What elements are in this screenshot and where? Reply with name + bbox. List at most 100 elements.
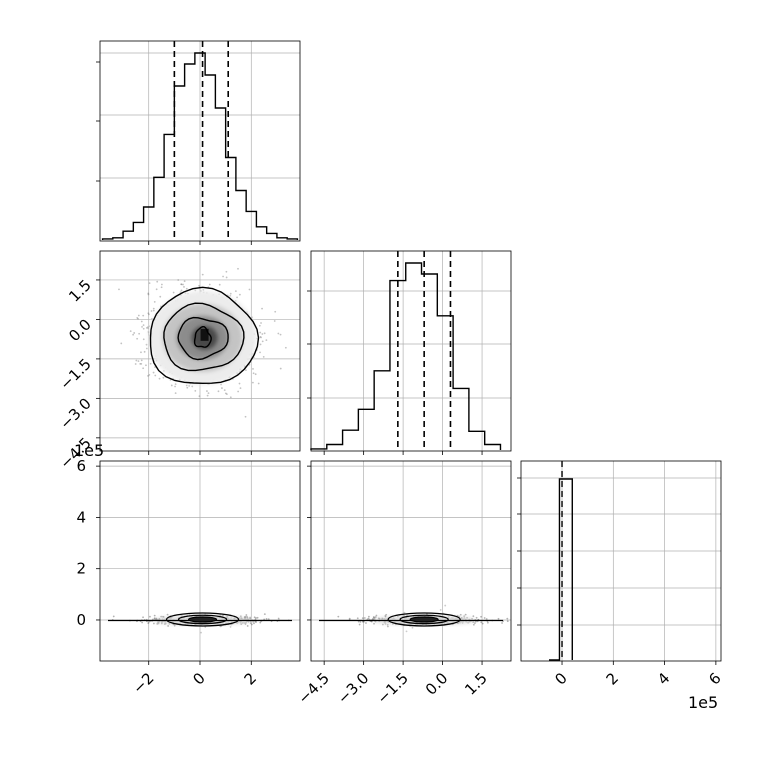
scatter-point [279,367,282,370]
scatter-point [225,270,228,273]
scatter-point [273,320,276,322]
scatter-point [217,390,220,393]
scatter-point [154,374,157,377]
scatter-point [153,300,156,303]
xtick-label: 1.5 [461,669,491,699]
xtick-label: 6 [705,669,724,688]
hist-b [310,262,502,450]
scatter-point [238,382,241,385]
scatter-point [363,617,366,619]
scatter-point [162,376,165,379]
contour-line [177,614,228,625]
scatter-point [219,614,222,616]
scatter-point [218,283,221,286]
scatter-point [145,343,148,346]
scatter-point [145,347,148,350]
scatter-point [137,314,140,317]
xtick-label: −3.0 [334,669,372,707]
scatter-point [464,613,467,616]
scatter-point [356,617,359,620]
contour-line [187,616,218,623]
scatter-point [375,614,378,617]
ticks-a [96,61,252,245]
contours-c [149,286,260,385]
scatter-point [141,621,144,624]
ticks-d [96,465,252,665]
scatter-point [182,283,184,286]
hist-f [549,478,573,661]
scatter-point [248,288,251,291]
ytick-label: −1.5 [56,355,94,393]
scatter-point [180,283,183,286]
scatter-point [152,371,155,374]
panel-x3-vs-x2: −4.5 −3.0 −1.5 0.0 1.5 [294,460,512,708]
scatter-point [480,615,482,618]
scatter-point [386,625,389,628]
scatter-point [159,295,162,298]
scatter-point [97,348,99,350]
scatter-point [229,396,232,399]
histogram-step [549,478,573,661]
xtick-label: 2 [241,669,260,688]
scatter-point [147,293,150,296]
scatter-point [136,316,139,319]
scatter-point [459,613,462,616]
scatter-point [277,332,280,335]
ytick-label: 0.0 [65,316,95,346]
scatter-point [179,291,182,294]
scatter-point [145,326,148,329]
scatter-point [259,335,262,338]
scatter-point [261,307,263,310]
scatter-point [483,617,486,619]
scatter-point [245,369,247,372]
scatter-point [160,286,163,289]
scatter-point [142,616,144,619]
scatter-point [279,333,282,336]
scatter-point [180,283,183,286]
scatter-point [337,615,340,618]
scatter-point [206,390,208,392]
scatter-point [257,382,260,385]
scatter-point [147,622,150,624]
scatter-point [188,385,191,387]
scatter-point [120,342,123,345]
scatter-point [136,337,139,340]
scatter-point [167,625,170,627]
scatter-point [252,368,254,370]
scatter-point [239,615,242,618]
scatter-point [373,622,375,625]
grid-e [311,461,511,661]
scatter-point [140,320,143,323]
scatter-point [177,279,180,281]
scatter-point [139,362,142,365]
scatter-point [253,622,255,625]
grid-d [100,461,300,661]
scatter-point [237,390,240,393]
scatter-point [474,620,477,623]
scatter-point [506,617,509,620]
scatter-point [256,616,259,619]
scatter-point [357,620,360,623]
ticks-e [307,465,483,665]
scatter-point [444,604,447,607]
grid-b [311,251,511,451]
scatter-point [166,613,169,616]
scatter-point [224,392,227,395]
scatter-point [372,618,374,621]
panel-x2-vs-x1: 1.50.0−1.5−3.0−4.5 [56,248,301,472]
scatter-point [207,392,210,395]
scatter-point [188,248,190,250]
scatter-point [183,286,185,288]
scatter-point [261,340,264,343]
scatter-point [147,327,150,330]
scatter-point [265,339,268,342]
scatter-point [249,622,252,625]
scatter-point [254,620,257,623]
scatter-point [185,287,188,290]
scatter-point [150,317,153,320]
scatter-point [132,333,135,336]
scatter-point [265,618,268,620]
scatter-point [237,267,239,270]
scatter-point [173,624,176,627]
